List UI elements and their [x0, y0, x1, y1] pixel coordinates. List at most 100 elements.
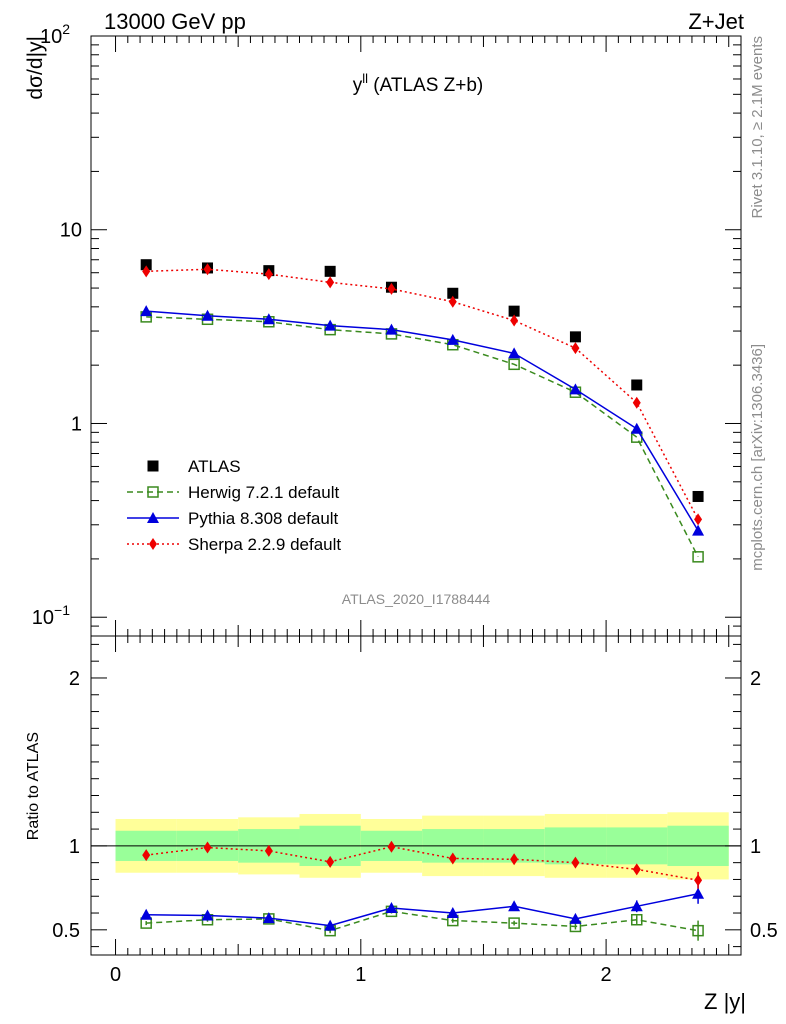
x-tick-label: 0 [110, 964, 121, 986]
title-sup: ll [362, 71, 368, 86]
y-tick-label: 0.5 [52, 920, 80, 942]
ratio-point-pythia [262, 912, 275, 924]
point-sherpa [387, 282, 396, 295]
legend-entry-pythia: Pythia 8.308 default [127, 509, 339, 528]
legend: ATLAS Herwig 7.2.1 default Pythia 8.308 de… [127, 457, 341, 554]
ratio-line-herwig [146, 910, 699, 932]
point-atlas [631, 379, 643, 391]
point-sherpa [571, 342, 580, 355]
y-tick-label: 1 [71, 413, 82, 435]
legend-label-sherpa: Sherpa 2.2.9 default [188, 535, 341, 554]
point-herwig [508, 358, 520, 371]
ratio-point-sherpa [264, 844, 273, 857]
point-pythia [508, 347, 521, 359]
series-line-herwig [146, 316, 699, 558]
legend-label-herwig: Herwig 7.2.1 default [188, 483, 339, 502]
point-atlas [508, 305, 520, 317]
ratio-frame [90, 635, 742, 956]
point-atlas [324, 265, 336, 277]
point-pythia [692, 524, 705, 536]
point-atlas [569, 331, 581, 343]
ratio-point-herwig [692, 924, 704, 937]
ratio-point-pythia [692, 887, 705, 899]
ratio-point-sherpa [203, 841, 212, 854]
rivet-label: Rivet 3.1.10, ≥ 2.1M events [749, 36, 766, 219]
y-tick-label-right: 0.5 [750, 920, 778, 942]
point-atlas [692, 490, 704, 502]
legend-marker-atlas [147, 460, 159, 472]
point-sherpa [448, 295, 457, 308]
ratio-point-sherpa [448, 852, 457, 865]
ratio-point-pythia [140, 908, 153, 920]
ratio-point-sherpa [510, 853, 519, 866]
series-line-sherpa [146, 268, 699, 520]
legend-entry-atlas: ATLAS [147, 457, 241, 476]
point-pythia [324, 319, 337, 331]
legend-marker-herwig [147, 486, 159, 498]
y-tick-label-right: 2 [750, 668, 761, 690]
ratio-line-pythia [146, 892, 699, 927]
ratio-point-sherpa [326, 855, 335, 868]
ratio-y-ticks [91, 643, 741, 948]
legend-label-pythia: Pythia 8.308 default [188, 509, 339, 528]
x-ticks [115, 36, 730, 955]
main-panel-title: yll (ATLAS Z+b) [353, 71, 484, 96]
legend-marker-sherpa [149, 538, 157, 550]
series-sherpa [142, 263, 703, 526]
point-pythia [630, 422, 643, 434]
legend-label-atlas: ATLAS [188, 457, 241, 476]
title-rest: (ATLAS Z+b) [368, 75, 483, 96]
ratio-point-sherpa [571, 856, 580, 869]
point-herwig [692, 551, 704, 563]
ratio-point-sherpa [694, 874, 703, 887]
series-line-pythia [146, 310, 699, 531]
x-tick-label: 2 [601, 964, 612, 986]
ratio-point-pythia [630, 900, 643, 912]
y-tick-label: 1 [69, 836, 80, 858]
y-tick-label: 2 [69, 668, 80, 690]
main-panel: 10−1 1 10 102 [32, 21, 742, 637]
ratio-point-herwig [631, 913, 643, 926]
point-sherpa [203, 263, 212, 276]
ratio-panel: 0 1 2 0.5 0.5 1 1 2 2 [52, 36, 778, 986]
series-pythia [140, 305, 705, 536]
point-pythia [201, 309, 214, 321]
analysis-watermark: ATLAS_2020_I1788444 [342, 591, 491, 607]
header-left-label: 13000 GeV pp [104, 9, 246, 34]
ratio-point-sherpa [632, 863, 641, 876]
point-pythia [569, 383, 582, 395]
y-tick-label: 10−1 [32, 602, 70, 629]
ratio-xlabel: Z |y| [704, 989, 746, 1014]
x-tick-label: 1 [355, 964, 366, 986]
ratio-point-pythia [385, 901, 398, 913]
ratio-point-herwig [508, 917, 520, 929]
point-sherpa [264, 268, 273, 281]
point-pythia [140, 305, 153, 317]
point-sherpa [142, 265, 151, 278]
legend-marker-pythia [147, 512, 159, 523]
point-sherpa [326, 276, 335, 289]
mcplots-label: mcplots.cern.ch [arXiv:1306.3436] [749, 344, 766, 571]
legend-entry-sherpa: Sherpa 2.2.9 default [127, 535, 341, 554]
point-atlas [140, 259, 152, 271]
ratio-series-sherpa [142, 840, 703, 889]
ratio-point-pythia [508, 900, 521, 912]
y-tick-label: 10 [60, 220, 82, 242]
ratio-series-herwig [140, 905, 704, 941]
y-tick-label: 102 [40, 21, 70, 48]
ratio-series-pythia [140, 883, 705, 931]
point-sherpa [510, 314, 519, 327]
ratio-point-sherpa [387, 840, 396, 853]
ratio-point-pythia [324, 919, 337, 931]
ratio-point-sherpa [142, 849, 151, 862]
ratio-point-pythia [201, 909, 214, 921]
ratio-point-pythia [569, 912, 582, 924]
legend-entry-herwig: Herwig 7.2.1 default [127, 483, 339, 502]
ratio-point-pythia [446, 907, 459, 919]
point-pythia [385, 323, 398, 335]
main-ylabel: dσ/d|y| [24, 36, 47, 100]
point-sherpa [632, 396, 641, 409]
point-atlas [447, 287, 459, 299]
header-right-label: Z+Jet [688, 9, 744, 34]
